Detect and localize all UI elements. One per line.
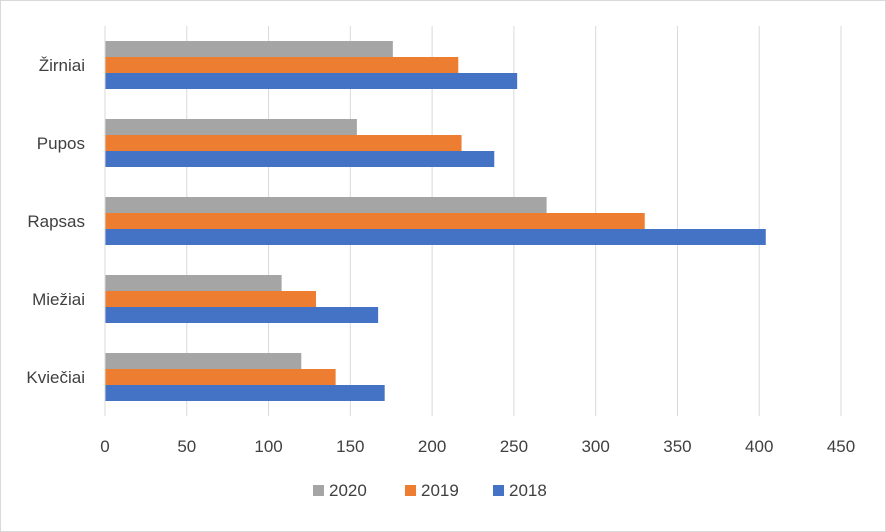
x-tick-label: 400 — [745, 437, 773, 456]
x-tick-label: 350 — [663, 437, 691, 456]
x-tick-label: 250 — [500, 437, 528, 456]
bar-2020-1 — [105, 275, 282, 291]
x-tick-label: 450 — [827, 437, 855, 456]
bars — [105, 41, 766, 401]
axes: 0 50 100 150 200 250 300 350 400 450 Kviečiai Mieži… — [26, 26, 855, 456]
legend-label-2020: 2020 — [329, 481, 367, 500]
category-label: Žirniai — [39, 56, 85, 75]
x-tick-label: 300 — [581, 437, 609, 456]
x-tick-label: 150 — [336, 437, 364, 456]
legend-label-2019: 2019 — [421, 481, 459, 500]
category-label: Rapsas — [27, 212, 85, 231]
bar-2018-0 — [105, 385, 385, 401]
legend-label-2018: 2018 — [509, 481, 547, 500]
x-tick-label: 50 — [177, 437, 196, 456]
legend-swatch-2020 — [313, 485, 324, 496]
legend-swatch-2019 — [405, 485, 416, 496]
bar-2018-3 — [105, 151, 495, 167]
bar-2019-1 — [105, 291, 316, 307]
bar-2019-4 — [105, 57, 459, 73]
category-label: Miežiai — [32, 290, 85, 309]
bar-2020-4 — [105, 41, 393, 57]
bar-2020-3 — [105, 119, 357, 135]
x-tick-label: 100 — [254, 437, 282, 456]
bar-2019-2 — [105, 213, 645, 229]
category-label: Kviečiai — [26, 368, 85, 387]
legend-swatch-2018 — [493, 485, 504, 496]
x-tick-label: 200 — [418, 437, 446, 456]
x-tick-label: 0 — [100, 437, 109, 456]
bar-2019-3 — [105, 135, 462, 151]
bar-2019-0 — [105, 369, 336, 385]
bar-2020-2 — [105, 197, 547, 213]
legend: 2020 2019 2018 — [313, 481, 547, 500]
bar-2018-2 — [105, 229, 766, 245]
bar-2018-1 — [105, 307, 379, 323]
bar-2018-4 — [105, 73, 518, 89]
category-label: Pupos — [37, 134, 85, 153]
bar-2020-0 — [105, 353, 302, 369]
